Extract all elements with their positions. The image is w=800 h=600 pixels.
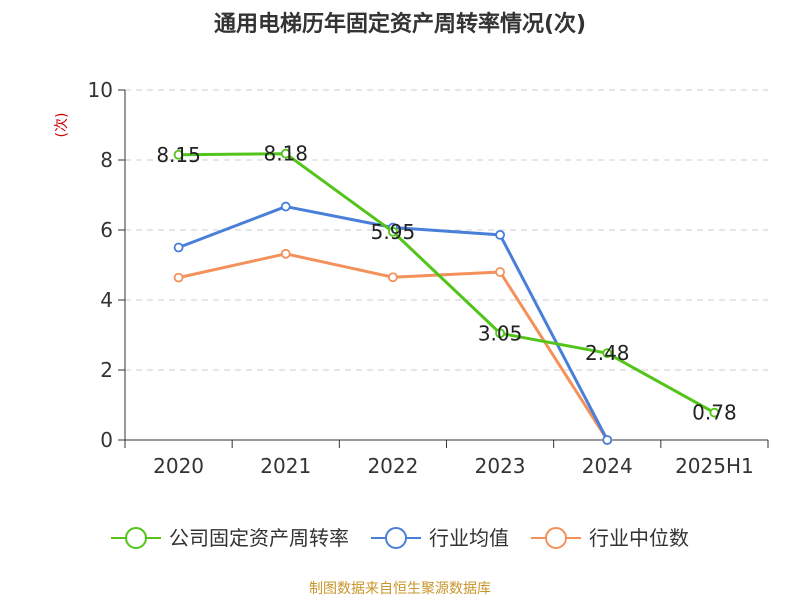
data-point-series-2 xyxy=(495,229,505,240)
data-point-series-3 xyxy=(388,272,398,283)
x-tick-label: 2025H1 xyxy=(675,454,754,478)
x-tick-label: 2020 xyxy=(153,454,204,478)
y-tick-label: 2 xyxy=(100,358,113,382)
legend-label: 公司固定资产周转率 xyxy=(169,526,349,550)
source-note: 制图数据来自恒生聚源数据库 xyxy=(309,581,491,597)
y-axis-label: (次) xyxy=(54,113,70,138)
data-point-series-2 xyxy=(280,201,291,212)
legend-label: 行业中位数 xyxy=(589,526,689,550)
legend-label: 行业均值 xyxy=(429,526,509,550)
series-line-1 xyxy=(178,152,716,415)
data-point-series-3 xyxy=(495,267,505,277)
data-point-series-1 xyxy=(280,148,291,159)
data-point-series-1 xyxy=(388,226,398,237)
y-tick-label: 8 xyxy=(100,148,113,172)
y-tick-label: 4 xyxy=(100,288,113,312)
data-point-series-2 xyxy=(602,435,613,445)
y-tick-label: 10 xyxy=(88,78,113,102)
data-point-series-2 xyxy=(173,242,184,253)
legend-marker-icon xyxy=(125,527,147,549)
legend-marker-icon xyxy=(385,527,407,549)
legend-marker-icon xyxy=(545,527,567,549)
data-label: 0.78 xyxy=(692,401,737,425)
y-tick-label: 6 xyxy=(100,218,113,242)
legend-item-1: 公司固定资产周转率 xyxy=(111,526,349,550)
data-point-series-1 xyxy=(709,407,720,418)
data-point-series-3 xyxy=(280,248,291,259)
data-point-series-1 xyxy=(495,328,505,339)
data-point-series-1 xyxy=(173,149,184,160)
data-label: 8.15 xyxy=(156,143,201,167)
x-tick-label: 2024 xyxy=(582,454,633,478)
data-label: 2.48 xyxy=(585,341,630,365)
y-tick-label: 0 xyxy=(100,428,113,452)
x-tick-label: 2021 xyxy=(260,454,311,478)
data-label: 3.05 xyxy=(478,321,523,345)
data-point-series-1 xyxy=(602,348,613,359)
x-tick-label: 2023 xyxy=(475,454,526,478)
x-tick-label: 2022 xyxy=(367,454,418,478)
data-point-series-3 xyxy=(173,272,184,283)
data-label: 8.18 xyxy=(263,142,308,166)
data-label: 5.95 xyxy=(371,220,416,244)
chart-title: 通用电梯历年固定资产周转率情况(次) xyxy=(213,12,587,37)
legend-item-3: 行业中位数 xyxy=(531,526,689,550)
legend-item-2: 行业均值 xyxy=(371,526,509,550)
